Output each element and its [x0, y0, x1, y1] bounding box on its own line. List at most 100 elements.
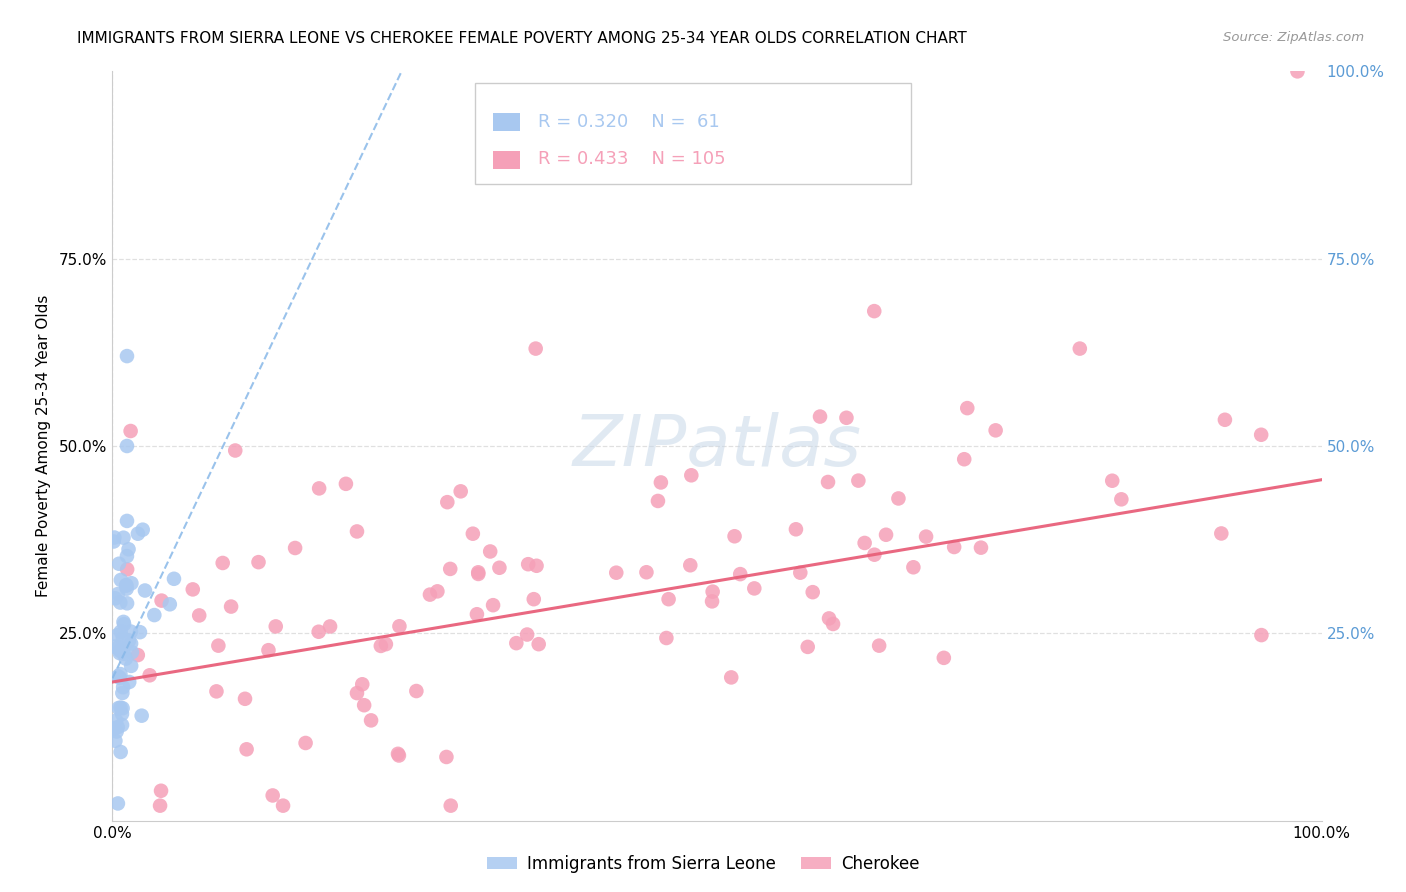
FancyBboxPatch shape: [494, 113, 520, 131]
Point: [1111, 492, 1133, 507]
Point: [110, 745, 132, 759]
Point: [346, 524, 368, 539]
Point: [650, 475, 672, 490]
Point: [120, 624, 142, 639]
Point: [110, 573, 132, 587]
Point: [107, 640, 129, 655]
Point: [131, 708, 153, 723]
Text: R = 0.433    N = 105: R = 0.433 N = 105: [538, 150, 725, 168]
Point: [105, 724, 128, 739]
Point: [681, 468, 703, 483]
Point: [461, 526, 484, 541]
Point: [1069, 342, 1091, 356]
Point: [1250, 628, 1272, 642]
Point: [110, 624, 132, 639]
Point: [523, 592, 546, 607]
Point: [516, 627, 538, 641]
Point: [127, 648, 149, 662]
Point: [112, 680, 135, 694]
Point: [294, 736, 316, 750]
Point: [233, 691, 256, 706]
Point: [149, 798, 172, 813]
Point: [110, 596, 132, 610]
Point: [103, 531, 125, 545]
Point: [105, 714, 128, 728]
Point: [388, 619, 411, 633]
Point: [419, 588, 441, 602]
Point: [103, 722, 125, 736]
Point: [104, 591, 127, 606]
Point: [181, 582, 204, 597]
Point: [887, 491, 910, 506]
Point: [247, 555, 270, 569]
Point: [439, 562, 461, 576]
Point: [1286, 64, 1309, 78]
Legend: Immigrants from Sierra Leone, Cherokee: Immigrants from Sierra Leone, Cherokee: [479, 848, 927, 880]
Point: [112, 617, 135, 632]
Point: [524, 342, 547, 356]
Point: [107, 628, 129, 642]
Point: [120, 636, 142, 650]
Point: [517, 558, 540, 572]
Point: [284, 541, 307, 555]
Point: [702, 584, 724, 599]
Point: [257, 643, 280, 657]
Point: [120, 424, 142, 438]
Point: [848, 474, 870, 488]
Point: [120, 576, 142, 591]
Point: [104, 733, 127, 747]
Point: [1211, 526, 1233, 541]
Point: [346, 686, 368, 700]
Point: [903, 560, 925, 574]
Point: [107, 701, 129, 715]
Point: [853, 536, 876, 550]
Point: [636, 566, 658, 580]
Text: IMMIGRANTS FROM SIERRA LEONE VS CHEROKEE FEMALE POVERTY AMONG 25-34 YEAR OLDS CO: IMMIGRANTS FROM SIERRA LEONE VS CHEROKEE…: [77, 31, 967, 46]
Point: [932, 651, 955, 665]
Point: [953, 452, 976, 467]
Point: [159, 597, 181, 611]
Point: [143, 608, 166, 623]
Point: [115, 596, 138, 610]
Point: [111, 706, 134, 721]
Point: [679, 558, 702, 573]
Point: [108, 646, 131, 660]
Point: [115, 439, 138, 453]
Point: [129, 625, 152, 640]
Point: [205, 684, 228, 698]
Point: [1250, 427, 1272, 442]
Point: [405, 684, 427, 698]
Point: [360, 714, 382, 728]
Text: R = 0.320    N =  61: R = 0.320 N = 61: [538, 112, 720, 130]
Point: [235, 742, 257, 756]
Point: [479, 544, 502, 558]
Point: [526, 558, 548, 573]
Point: [835, 410, 858, 425]
Point: [605, 566, 627, 580]
Point: [110, 644, 132, 658]
Point: [1213, 413, 1236, 427]
Point: [440, 798, 463, 813]
Point: [821, 617, 844, 632]
Point: [720, 670, 742, 684]
Point: [115, 562, 138, 576]
Point: [111, 718, 134, 732]
Point: [655, 631, 678, 645]
Point: [658, 592, 681, 607]
Point: [120, 659, 142, 673]
Point: [111, 632, 134, 646]
Point: [818, 611, 841, 625]
Point: [319, 619, 342, 633]
Point: [370, 639, 392, 653]
Point: [353, 698, 375, 713]
Point: [150, 593, 173, 607]
Point: [211, 556, 233, 570]
Point: [108, 671, 131, 685]
Point: [863, 304, 886, 318]
Point: [134, 583, 156, 598]
Point: [488, 560, 510, 574]
Point: [110, 700, 132, 714]
Point: [107, 669, 129, 683]
Point: [115, 349, 138, 363]
Point: [436, 750, 458, 764]
